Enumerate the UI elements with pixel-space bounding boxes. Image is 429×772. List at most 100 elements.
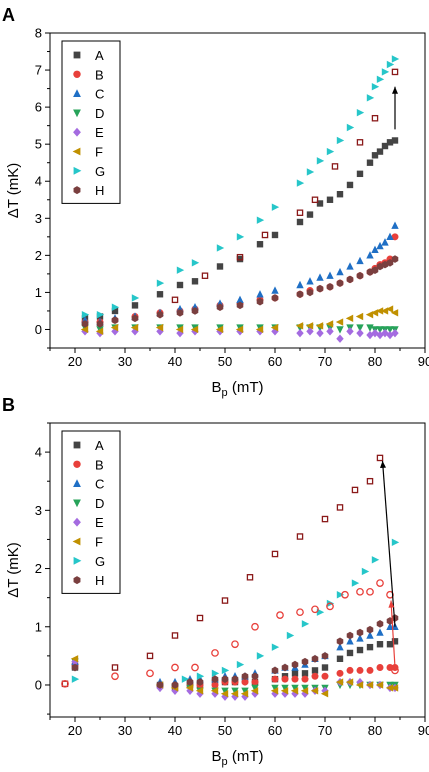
x-tick-label: 90 [418,354,429,369]
data-point [271,294,279,302]
data-point [391,255,399,263]
data-point [345,314,354,323]
data-point [311,654,319,663]
legend-box [61,40,121,204]
data-point [376,75,385,84]
data-point [311,605,319,614]
data-point [356,170,364,178]
data-point [336,637,344,646]
data-point [306,327,314,336]
data-point [221,597,229,604]
data-point [376,241,384,250]
data-point [236,233,245,241]
data-point [171,663,179,672]
data-point [111,307,119,315]
y-tick-label: 2 [35,561,42,576]
data-point [281,689,289,698]
legend-marker [73,479,81,487]
data-point [390,309,399,317]
data-point [376,326,384,334]
data-point [111,672,119,681]
data-point [326,327,334,336]
annotation-arrow [392,86,398,130]
data-point [271,550,279,558]
data-point [391,221,399,229]
data-point [271,689,279,698]
data-point [251,684,259,693]
series-open-circle [61,579,399,688]
x-tick-label: 30 [118,723,132,738]
data-point [95,327,104,336]
data-point [61,679,69,688]
legend-marker [73,186,81,195]
data-point [241,678,249,686]
panel-a: A 20 30 40 50 60 70 80 90 0 1 2 3 4 5 6 7 8 Bp (mT) ΔT (mK)… [2,5,429,399]
data-point [71,663,79,672]
data-point [131,302,139,309]
data-point [351,579,360,587]
data-point [391,614,399,622]
data-point [306,288,314,297]
data-point [391,328,399,338]
data-point [271,203,280,211]
legend-label: A [95,438,104,453]
y-tick-label: 4 [35,174,42,189]
data-point [296,179,305,187]
data-point [171,296,179,304]
data-point [236,301,244,310]
data-point [381,142,389,150]
data-point [186,678,194,686]
data-point [356,271,364,280]
data-point [306,168,315,176]
legend-label: C [95,87,104,102]
y-axis-label: ΔT (mK) [5,163,22,219]
data-point [270,687,279,695]
data-point [376,262,384,271]
data-point [376,454,384,462]
data-point [346,637,354,645]
data-point [176,266,185,274]
y-tick-label: 0 [35,677,42,692]
data-point [291,689,299,698]
data-point [301,689,309,698]
data-point [321,672,329,680]
data-point [271,684,279,693]
data-point [326,147,335,156]
data-point [155,323,164,332]
data-point [251,689,259,698]
data-point [211,681,219,689]
data-point [301,675,309,683]
data-point [376,628,384,636]
legend-box [61,430,121,594]
data-point [371,556,380,564]
y-tick-label: 3 [35,211,42,226]
legend-marker [73,441,81,449]
data-point [356,108,365,117]
data-point [346,631,354,640]
data-point [391,137,399,144]
data-point [191,259,200,267]
y-tick-label: 2 [35,248,42,263]
data-point [356,139,364,146]
x-tick-label: 60 [268,723,282,738]
data-point [296,328,304,338]
data-point [300,687,309,695]
data-point [336,504,344,511]
data-point [250,687,259,695]
data-point [156,310,164,319]
data-point [336,591,345,599]
y-tick-label: 4 [35,445,42,460]
data-point [346,666,354,674]
data-point [71,657,79,666]
legend-marker [73,517,81,527]
panel-label: B [2,395,15,415]
data-point [156,681,164,689]
x-tick-label: 80 [368,354,382,369]
data-point [356,324,364,332]
data-point [270,323,279,332]
data-point [110,323,119,332]
data-point [291,675,299,683]
data-point [276,611,284,619]
data-point [346,649,354,657]
data-point [235,325,244,334]
